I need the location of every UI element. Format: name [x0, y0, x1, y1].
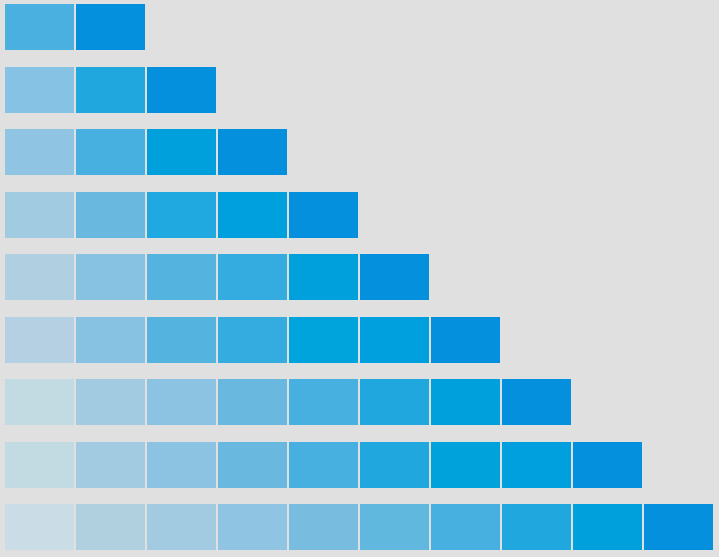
color-swatch[interactable]: [289, 441, 358, 488]
color-swatch[interactable]: [502, 379, 571, 425]
color-swatch[interactable]: [147, 441, 216, 488]
color-swatch[interactable]: [5, 504, 74, 550]
color-swatch[interactable]: [76, 66, 145, 113]
color-swatch[interactable]: [218, 441, 287, 488]
color-swatch[interactable]: [76, 379, 145, 425]
color-swatch[interactable]: [218, 254, 287, 300]
color-swatch[interactable]: [76, 129, 145, 175]
color-swatch[interactable]: [147, 379, 216, 425]
color-swatch[interactable]: [5, 254, 74, 300]
color-swatch[interactable]: [289, 254, 358, 300]
color-swatch[interactable]: [360, 504, 429, 550]
color-swatch[interactable]: [360, 254, 429, 300]
color-swatch[interactable]: [502, 441, 571, 488]
color-swatch[interactable]: [5, 441, 74, 488]
color-swatch[interactable]: [502, 504, 571, 550]
color-swatch[interactable]: [76, 441, 145, 488]
color-swatch[interactable]: [76, 504, 145, 550]
color-swatch[interactable]: [431, 504, 500, 550]
color-swatch[interactable]: [289, 316, 358, 363]
color-swatch[interactable]: [5, 66, 74, 113]
color-swatch[interactable]: [5, 379, 74, 425]
color-swatch[interactable]: [573, 504, 642, 550]
color-swatch[interactable]: [147, 254, 216, 300]
color-swatch[interactable]: [147, 129, 216, 175]
color-swatch[interactable]: [431, 379, 500, 425]
color-swatch[interactable]: [76, 191, 145, 238]
color-swatch[interactable]: [218, 379, 287, 425]
color-swatch[interactable]: [289, 504, 358, 550]
color-swatch[interactable]: [218, 129, 287, 175]
color-swatch[interactable]: [76, 254, 145, 300]
color-swatch[interactable]: [431, 441, 500, 488]
color-swatch[interactable]: [289, 379, 358, 425]
color-swatch[interactable]: [147, 504, 216, 550]
color-swatch[interactable]: [5, 191, 74, 238]
color-swatch[interactable]: [360, 379, 429, 425]
color-swatch[interactable]: [218, 504, 287, 550]
color-swatch[interactable]: [360, 316, 429, 363]
color-swatch[interactable]: [5, 316, 74, 363]
color-swatch[interactable]: [76, 4, 145, 50]
color-swatch[interactable]: [76, 316, 145, 363]
color-swatch[interactable]: [289, 191, 358, 238]
color-swatch[interactable]: [431, 316, 500, 363]
color-swatch[interactable]: [5, 4, 74, 50]
color-swatch[interactable]: [147, 191, 216, 238]
color-swatch[interactable]: [218, 316, 287, 363]
color-swatch[interactable]: [644, 504, 713, 550]
color-swatch[interactable]: [147, 66, 216, 113]
color-swatch[interactable]: [147, 316, 216, 363]
color-swatch[interactable]: [573, 441, 642, 488]
color-swatch[interactable]: [360, 441, 429, 488]
color-swatch[interactable]: [218, 191, 287, 238]
color-swatch[interactable]: [5, 129, 74, 175]
